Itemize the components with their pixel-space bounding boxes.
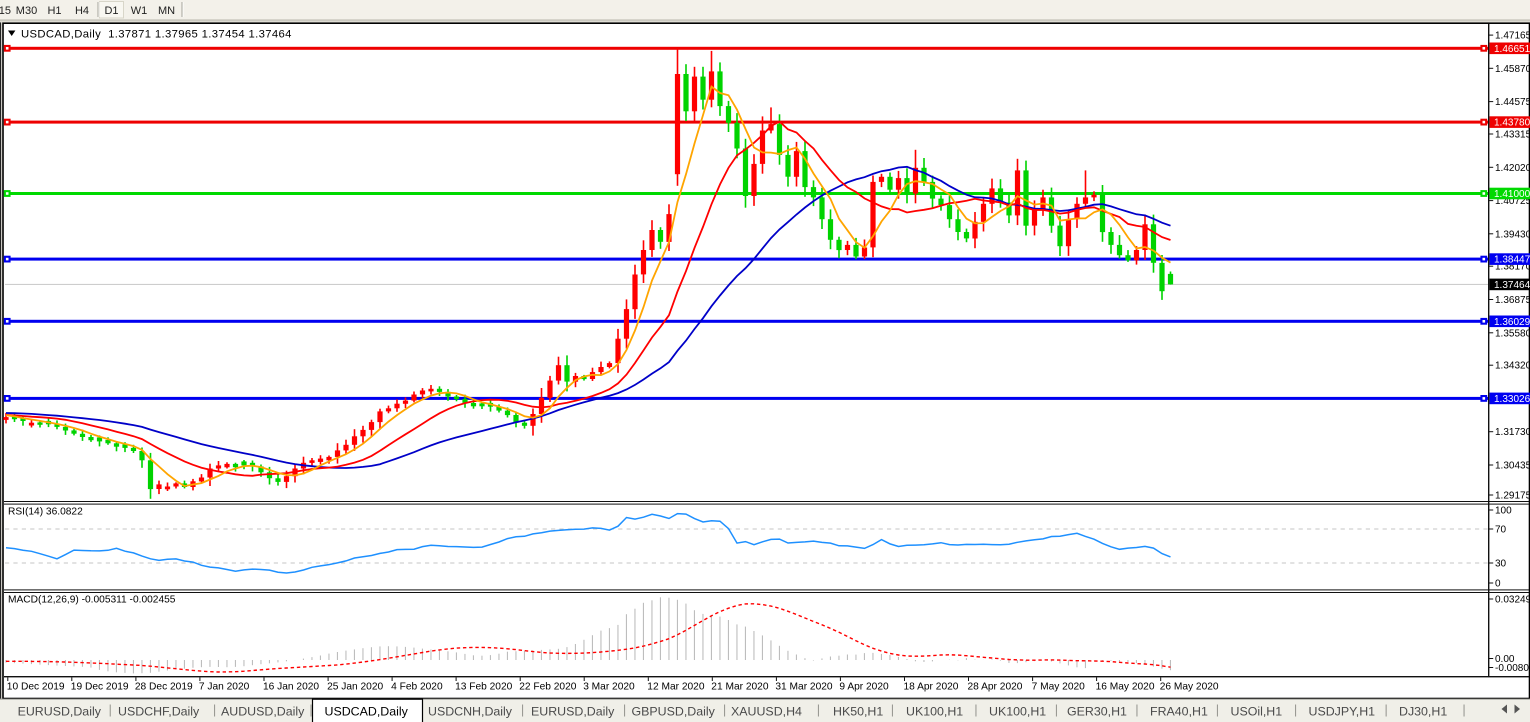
svg-text:0.032493: 0.032493 [1495, 595, 1530, 606]
svg-text:21 Mar 2020: 21 Mar 2020 [711, 682, 769, 693]
svg-text:25 Jan 2020: 25 Jan 2020 [327, 682, 383, 693]
svg-text:XAUUSD,H4: XAUUSD,H4 [731, 704, 802, 718]
svg-text:1.35580: 1.35580 [1495, 328, 1530, 339]
svg-text:1.30435: 1.30435 [1495, 461, 1530, 472]
svg-text:MACD(12,26,9) -0.005311 -0.002: MACD(12,26,9) -0.005311 -0.002455 [8, 595, 176, 606]
svg-text:USDCAD,Daily: USDCAD,Daily [325, 704, 409, 718]
svg-text:USOil,H1: USOil,H1 [1231, 704, 1283, 718]
svg-text:30: 30 [1495, 559, 1507, 570]
svg-text:1.38170: 1.38170 [1495, 262, 1530, 273]
svg-text:AUDUSD,Daily: AUDUSD,Daily [221, 704, 305, 718]
svg-text:DJ30,H1: DJ30,H1 [1399, 704, 1447, 718]
svg-text:UK100,H1: UK100,H1 [906, 704, 963, 718]
svg-text:1.39430: 1.39430 [1495, 229, 1530, 240]
svg-text:UK100,H1: UK100,H1 [989, 704, 1046, 718]
svg-text:M30: M30 [16, 5, 37, 17]
svg-text:W1: W1 [131, 5, 148, 17]
svg-text:3 Mar 2020: 3 Mar 2020 [583, 682, 635, 693]
svg-text:1.29175: 1.29175 [1495, 491, 1530, 502]
svg-text:USDCHF,Daily: USDCHF,Daily [118, 704, 200, 718]
svg-text:1.36029: 1.36029 [1494, 317, 1530, 328]
svg-text:1.47165: 1.47165 [1495, 31, 1530, 42]
svg-text:12 Mar 2020: 12 Mar 2020 [647, 682, 705, 693]
svg-text:18 Apr 2020: 18 Apr 2020 [904, 682, 959, 693]
svg-text:USDCAD,Daily 1.37871 1.37965: USDCAD,Daily 1.37871 1.37965 1.37454 1.3… [21, 28, 292, 40]
svg-text:-0.008086: -0.008086 [1495, 663, 1530, 674]
svg-text:28 Dec 2019: 28 Dec 2019 [135, 682, 193, 693]
svg-text:1.38447: 1.38447 [1494, 255, 1530, 266]
svg-text:16 Jan 2020: 16 Jan 2020 [263, 682, 319, 693]
svg-text:USDJPY,H1: USDJPY,H1 [1309, 704, 1376, 718]
svg-text:1.43780: 1.43780 [1494, 118, 1530, 129]
svg-text:10 Dec 2019: 10 Dec 2019 [7, 682, 65, 693]
svg-text:H4: H4 [75, 5, 89, 17]
svg-text:EURUSD,Daily: EURUSD,Daily [18, 704, 102, 718]
svg-text:1.34320: 1.34320 [1495, 361, 1530, 372]
svg-text:100: 100 [1495, 506, 1512, 517]
svg-text:22 Feb 2020: 22 Feb 2020 [519, 682, 577, 693]
svg-text:HK50,H1: HK50,H1 [833, 704, 883, 718]
svg-text:D1: D1 [104, 5, 118, 17]
svg-text:19 Dec 2019: 19 Dec 2019 [71, 682, 129, 693]
svg-text:EURUSD,Daily: EURUSD,Daily [531, 704, 615, 718]
svg-text:1.40725: 1.40725 [1495, 196, 1530, 207]
svg-text:1.33026: 1.33026 [1494, 394, 1530, 405]
svg-text:1.41000: 1.41000 [1494, 189, 1530, 200]
svg-text:7 Jan 2020: 7 Jan 2020 [199, 682, 250, 693]
svg-text:USDCNH,Daily: USDCNH,Daily [428, 704, 513, 718]
svg-text:RSI(14) 36.0822: RSI(14) 36.0822 [8, 507, 83, 518]
svg-text:MN: MN [158, 5, 175, 17]
svg-text:16 May 2020: 16 May 2020 [1096, 682, 1155, 693]
svg-text:26 May 2020: 26 May 2020 [1160, 682, 1219, 693]
svg-text:31 Mar 2020: 31 Mar 2020 [775, 682, 833, 693]
svg-text:1.37464: 1.37464 [1494, 280, 1530, 291]
svg-text:GER30,H1: GER30,H1 [1067, 704, 1127, 718]
svg-text:1.31730: 1.31730 [1495, 427, 1530, 438]
svg-text:7 May 2020: 7 May 2020 [1032, 682, 1086, 693]
svg-text:9 Apr 2020: 9 Apr 2020 [839, 682, 889, 693]
svg-text:0: 0 [1495, 579, 1501, 590]
svg-text:1.45870: 1.45870 [1495, 64, 1530, 75]
svg-text:4 Feb 2020: 4 Feb 2020 [391, 682, 443, 693]
svg-text:1.43315: 1.43315 [1495, 130, 1530, 141]
svg-text:FRA40,H1: FRA40,H1 [1150, 704, 1208, 718]
svg-text:GBPUSD,Daily: GBPUSD,Daily [632, 704, 716, 718]
svg-text:H1: H1 [47, 5, 61, 17]
svg-text:1.46651: 1.46651 [1494, 44, 1530, 55]
svg-text:1.42020: 1.42020 [1495, 163, 1530, 174]
svg-text:1.36875: 1.36875 [1495, 295, 1530, 306]
svg-text:13 Feb 2020: 13 Feb 2020 [455, 682, 513, 693]
svg-text:1.44575: 1.44575 [1495, 97, 1530, 108]
svg-text:M15: M15 [0, 5, 11, 17]
svg-text:70: 70 [1495, 525, 1507, 536]
svg-text:0.00: 0.00 [1495, 654, 1515, 665]
svg-text:28 Apr 2020: 28 Apr 2020 [968, 682, 1023, 693]
